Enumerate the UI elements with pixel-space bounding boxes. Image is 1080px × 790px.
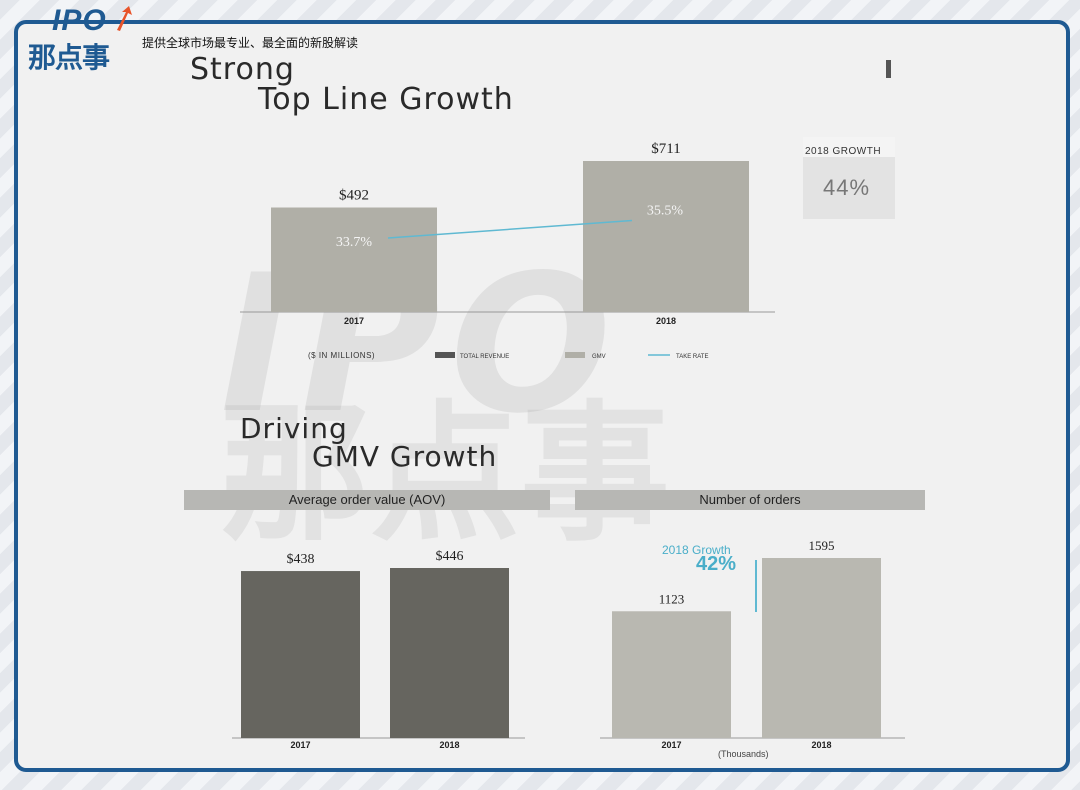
- orders-value-label-2018: 1595: [809, 538, 835, 553]
- logo-chinese: 那点事: [28, 41, 110, 74]
- legend-take-rate: TAKE RATE: [676, 354, 708, 360]
- orders-header: Number of orders: [575, 490, 925, 510]
- growth-box: 2018 GROWTH 44%: [803, 137, 895, 219]
- aov-header: Average order value (AOV): [184, 490, 550, 510]
- legend-gmv: GMV: [592, 354, 606, 360]
- orders-growth-note: 2018 Growth 42%: [662, 541, 736, 575]
- gmv-bar-2017: [271, 207, 437, 312]
- gmv-bar-2018: [583, 161, 749, 312]
- ipo-logo: IPO 那点事: [18, 4, 136, 74]
- section2-title-line1: Driving: [240, 412, 348, 445]
- orders-bar-2018: [762, 558, 881, 738]
- aov-tick-2018: 2018: [439, 740, 459, 750]
- orders-tick-2017: 2017: [661, 740, 681, 750]
- section1-title-line1: Strong: [190, 52, 295, 87]
- gmv-value-label-2017: $492: [339, 188, 369, 204]
- orders-value-label-2017: 1123: [659, 591, 685, 606]
- aov-value-label-2018: $446: [436, 549, 464, 564]
- growth-box-label: 2018 GROWTH: [805, 146, 882, 157]
- aov-value-label-2017: $438: [287, 552, 315, 567]
- orders-units: (Thousands): [718, 749, 769, 759]
- orders-bar-2017: [612, 611, 731, 738]
- orders-growth-label: 2018 Growth: [662, 543, 731, 557]
- gmv-value-label-2018: $711: [651, 141, 680, 157]
- aov-bar-2017: [241, 571, 360, 738]
- section1-title-line2: Top Line Growth: [258, 82, 514, 117]
- legend-units: ($ IN MILLIONS): [308, 351, 375, 360]
- logo-text: IPO: [52, 4, 107, 37]
- take-rate-label-2017: 33.7%: [336, 235, 373, 250]
- take-rate-line: [387, 219, 633, 239]
- orders-tick-2018: 2018: [811, 740, 831, 750]
- corner-mark: [886, 60, 891, 78]
- arrow-up-icon: [117, 6, 132, 31]
- legend-total-revenue: TOTAL REVENUE: [460, 354, 509, 360]
- chart1-tick-2017: 2017: [344, 316, 364, 326]
- aov-tick-2017: 2017: [290, 740, 310, 750]
- chart1-tick-2018: 2018: [656, 316, 676, 326]
- orders-growth-value: 42%: [696, 553, 737, 575]
- watermark-cn: 那点事: [220, 388, 671, 562]
- growth-box-value: 44%: [823, 175, 871, 200]
- section2-title-line2: GMV Growth: [312, 440, 498, 473]
- legend-swatch-total-revenue: [435, 352, 455, 358]
- aov-bar-2018: [390, 568, 509, 738]
- legend-swatch-gmv: [565, 352, 585, 358]
- take-rate-label-2018: 35.5%: [647, 204, 684, 219]
- tagline: 提供全球市场最专业、最全面的新股解读: [142, 36, 359, 50]
